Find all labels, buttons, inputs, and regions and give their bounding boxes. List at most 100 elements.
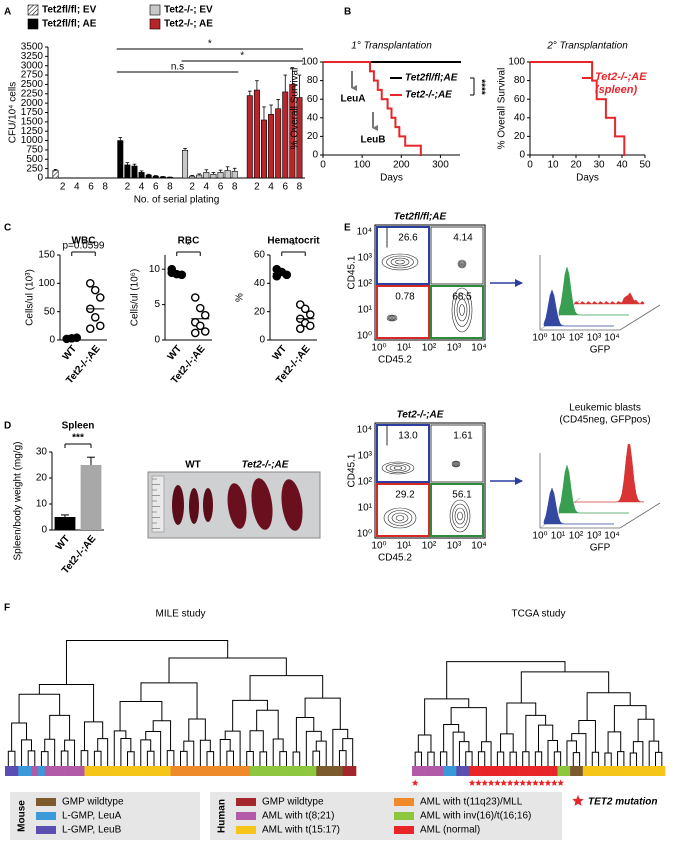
x-tick-label: 10² (569, 531, 584, 542)
y-axis-label: Spleen/body weight (mg/g) (13, 442, 24, 561)
legend-label: Tet2fl/fl;AE (405, 73, 458, 84)
dendrogram-branch (272, 738, 284, 766)
x-tick-label: 6 (218, 182, 224, 193)
x-tick-label: 10¹ (551, 333, 566, 344)
bar (275, 108, 282, 179)
sample-color (276, 766, 284, 776)
dendrogram-branch (571, 733, 587, 766)
dendrogram-branch (553, 751, 562, 766)
dendrogram-branch (506, 702, 537, 734)
mutation-star (411, 779, 419, 786)
mutation-star (475, 779, 482, 786)
y-tick-label: 3000 (21, 60, 44, 71)
dendrogram-branch (188, 718, 206, 742)
data-point (167, 268, 177, 278)
y-axis-label: % Overall Survival (290, 68, 301, 150)
x-tick-label: 100 (354, 160, 371, 171)
x-axis-label: GFP (590, 345, 611, 356)
dendrogram-branch (629, 752, 638, 766)
sample-color (84, 766, 92, 776)
dendrogram-branch (18, 693, 61, 724)
legend-label: GMP wildtype (62, 797, 124, 808)
data-point (282, 270, 292, 280)
x-tick-label: 20 (570, 160, 582, 171)
data-point (90, 313, 100, 322)
dendrogram-branch (648, 740, 660, 766)
dendrogram-branch (295, 716, 315, 753)
x-tick-label: 10² (422, 343, 437, 354)
y-tick-label: 10⁰ (357, 331, 372, 342)
dendrogram-branch (65, 639, 229, 685)
dendrogram-branch (509, 751, 517, 766)
contour (393, 466, 403, 470)
dendrogram-branch (439, 751, 448, 766)
dendrogram-branch (11, 722, 28, 752)
y-tick-label: 10¹ (358, 305, 373, 316)
sample-color (283, 766, 291, 776)
y-tick-label: 60 (254, 250, 266, 261)
spleen (172, 485, 184, 525)
y-tick-label: 0 (519, 150, 525, 161)
sample-color (117, 766, 125, 776)
sample-color (595, 766, 603, 776)
sample-color (652, 766, 659, 776)
legend-label: AML with t(8;21) (262, 811, 334, 822)
contour (457, 511, 463, 521)
sample-color (210, 766, 218, 776)
bar (210, 173, 217, 179)
y-tick-label: 10³ (358, 253, 373, 264)
dendrogram-branch (538, 724, 554, 752)
histogram-axis (539, 255, 661, 331)
y-tick-label: 3250 (21, 51, 44, 62)
sample-color (627, 766, 634, 776)
legend-swatch (36, 826, 56, 834)
sample-color (487, 766, 495, 776)
dendrogram-branch (7, 750, 16, 766)
x-tick-label: 2 (60, 182, 66, 193)
legend-label: Tet2-/-; EV (164, 5, 213, 16)
sample-color (97, 766, 105, 776)
sample-color (342, 766, 350, 776)
sample-color (633, 766, 640, 776)
x-tick-label: 40 (616, 160, 628, 171)
plot-frame (374, 422, 486, 539)
dendrogram-branch (607, 731, 622, 754)
y-tick-label: 250 (26, 163, 43, 174)
sample-color (236, 766, 244, 776)
data-point (85, 324, 95, 333)
chart-title: WBC (72, 236, 96, 247)
dendrogram-branch (119, 700, 163, 731)
sample-color (475, 766, 482, 776)
sample-color (183, 766, 191, 776)
gate (376, 226, 430, 285)
dendrogram-branch (304, 697, 341, 730)
y-tick-label: 10⁴ (357, 425, 372, 436)
sample-color (77, 766, 85, 776)
dendrogram-branch (547, 740, 558, 766)
sample-color (639, 766, 647, 776)
dendrogram-branch (520, 671, 610, 704)
bar (231, 170, 238, 179)
bar (268, 114, 275, 179)
data-point (190, 293, 200, 302)
mutation-star (506, 779, 514, 786)
y-tick-label: 20 (36, 473, 48, 484)
legend-swatch (236, 798, 256, 806)
data-point (200, 310, 210, 320)
mutation-star (525, 779, 533, 786)
contour (383, 507, 417, 529)
sample-color (513, 766, 520, 776)
dendrogram-branch (427, 751, 435, 766)
chart-title: RBC (178, 236, 200, 247)
sample-color (91, 766, 99, 776)
y-tick-label: 3500 (21, 42, 44, 53)
contour (454, 507, 466, 525)
legend-label: Tet2fl/fl; EV (42, 5, 97, 16)
chart-title: 1° Transplantation (351, 41, 432, 52)
dendrogram-branch (166, 750, 175, 766)
gate-value: 4.14 (453, 233, 473, 244)
y-tick-label: 50 (44, 306, 56, 317)
dendrogram-branch (168, 657, 287, 683)
sample-color (18, 766, 26, 776)
y-tick-label: 20 (254, 306, 266, 317)
